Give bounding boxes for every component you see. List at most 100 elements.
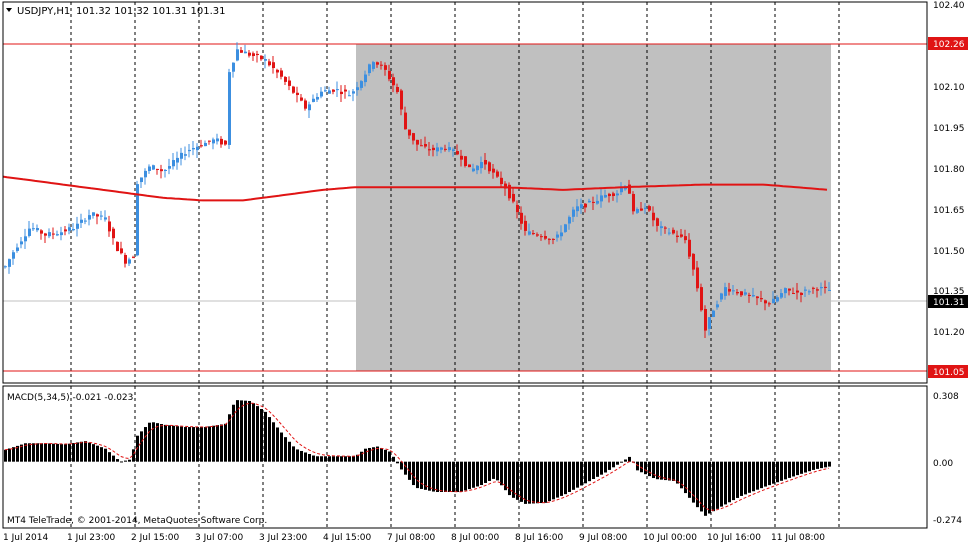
bear-candle <box>432 147 435 151</box>
bull-candle <box>724 287 727 296</box>
macd-bar <box>548 461 551 502</box>
macd-indicator-label: MACD(5,34,5) -0.021 -0.023 <box>7 393 133 403</box>
bull-candle <box>60 232 63 236</box>
macd-bar <box>316 456 319 462</box>
macd-bar <box>572 461 575 490</box>
bull-candle <box>104 217 107 220</box>
bull-candle <box>596 200 599 204</box>
macd-bar <box>372 447 375 462</box>
symbol-header[interactable]: USDJPY,H1 101.32 101.32 101.31 101.31 <box>6 6 226 17</box>
current-price-label: 101.31 <box>928 295 968 308</box>
macd-bar <box>756 461 759 490</box>
bull-candle <box>20 241 23 245</box>
bear-candle <box>392 77 395 86</box>
macd-bar <box>512 461 515 498</box>
bear-candle <box>40 230 43 234</box>
macd-bar <box>708 461 711 514</box>
macd-bar <box>348 456 351 462</box>
bear-candle <box>52 233 55 235</box>
macd-bar <box>608 461 611 470</box>
bull-candle <box>16 247 19 251</box>
bull-candle <box>560 232 563 237</box>
macd-bar <box>568 461 571 492</box>
triangle-down-icon[interactable] <box>6 8 12 12</box>
macd-bar <box>412 461 415 486</box>
macd-panel[interactable]: MACD(5,34,5) -0.021 -0.023 MT4 TeleTrade… <box>2 385 928 529</box>
bear-candle <box>412 133 415 141</box>
bull-candle <box>804 289 807 291</box>
bear-candle <box>400 90 403 110</box>
macd-bar <box>364 448 367 462</box>
bull-candle <box>576 206 579 212</box>
bear-candle <box>340 91 343 95</box>
bear-candle <box>268 61 271 66</box>
macd-bar <box>516 461 519 500</box>
bull-candle <box>172 160 175 167</box>
macd-bar <box>504 461 507 491</box>
bear-candle <box>504 183 507 189</box>
bull-candle <box>780 293 783 298</box>
macd-bar <box>760 461 763 489</box>
macd-bar <box>680 461 683 489</box>
bull-candle <box>128 259 131 264</box>
bull-candle <box>84 220 87 222</box>
bear-candle <box>756 296 759 299</box>
bear-candle <box>664 227 667 229</box>
macd-bar <box>800 461 803 474</box>
watermark: MT4 TeleTrade, © 2001-2014, MetaQuotes S… <box>7 516 267 526</box>
bear-candle <box>64 229 67 232</box>
price-tick: 101.65 <box>933 206 965 216</box>
macd-bar <box>32 443 35 462</box>
time-axis[interactable]: 1 Jul 2014 1 Jul 23:00 2 Jul 15:00 3 Jul… <box>3 533 825 543</box>
price-axis[interactable]: 102.40 102.10 101.95 101.80 101.65 101.5… <box>928 1 968 378</box>
bull-candle <box>476 165 479 171</box>
bull-candle <box>148 166 151 171</box>
bear-candle <box>200 145 203 147</box>
bull-candle <box>336 89 339 91</box>
macd-bar <box>272 422 275 462</box>
macd-bar <box>460 461 463 492</box>
macd-bar <box>168 425 171 462</box>
macd-bar <box>532 461 535 504</box>
macd-bar <box>524 461 527 504</box>
bear-candle <box>760 298 763 300</box>
bull-candle <box>216 138 219 142</box>
macd-bar <box>640 461 643 473</box>
macd-bar <box>320 456 323 462</box>
macd-bar <box>8 448 11 462</box>
bear-candle <box>108 221 111 232</box>
macd-bar <box>404 461 407 475</box>
macd-bar <box>44 443 47 462</box>
bear-candle <box>684 236 687 241</box>
macd-bar <box>204 427 207 462</box>
bull-candle <box>56 234 59 236</box>
bear-candle <box>548 238 551 240</box>
bull-candle <box>568 217 571 224</box>
macd-bar <box>120 461 123 463</box>
bull-candle <box>76 223 79 229</box>
macd-bar <box>556 461 559 498</box>
bear-candle <box>224 140 227 145</box>
bear-candle <box>260 55 263 60</box>
macd-bar <box>256 406 259 462</box>
bear-candle <box>248 52 251 56</box>
bear-candle <box>516 204 519 213</box>
macd-bar <box>28 443 31 462</box>
bull-candle <box>236 49 239 61</box>
bear-candle <box>120 248 123 254</box>
macd-axis[interactable]: 0.308 0.00 -0.274 <box>933 392 962 526</box>
bull-candle <box>744 292 747 295</box>
macd-bar <box>164 424 167 462</box>
bear-candle <box>800 292 803 295</box>
macd-bar <box>64 444 67 462</box>
macd-bar <box>616 461 619 465</box>
macd-bar <box>384 449 387 462</box>
bull-candle <box>600 195 603 202</box>
bear-candle <box>252 53 255 57</box>
bull-candle <box>36 228 39 231</box>
bull-candle <box>316 96 319 100</box>
price-panel[interactable]: USDJPY,H1 101.32 101.32 101.31 101.31 <box>2 1 928 384</box>
bear-candle <box>608 193 611 197</box>
